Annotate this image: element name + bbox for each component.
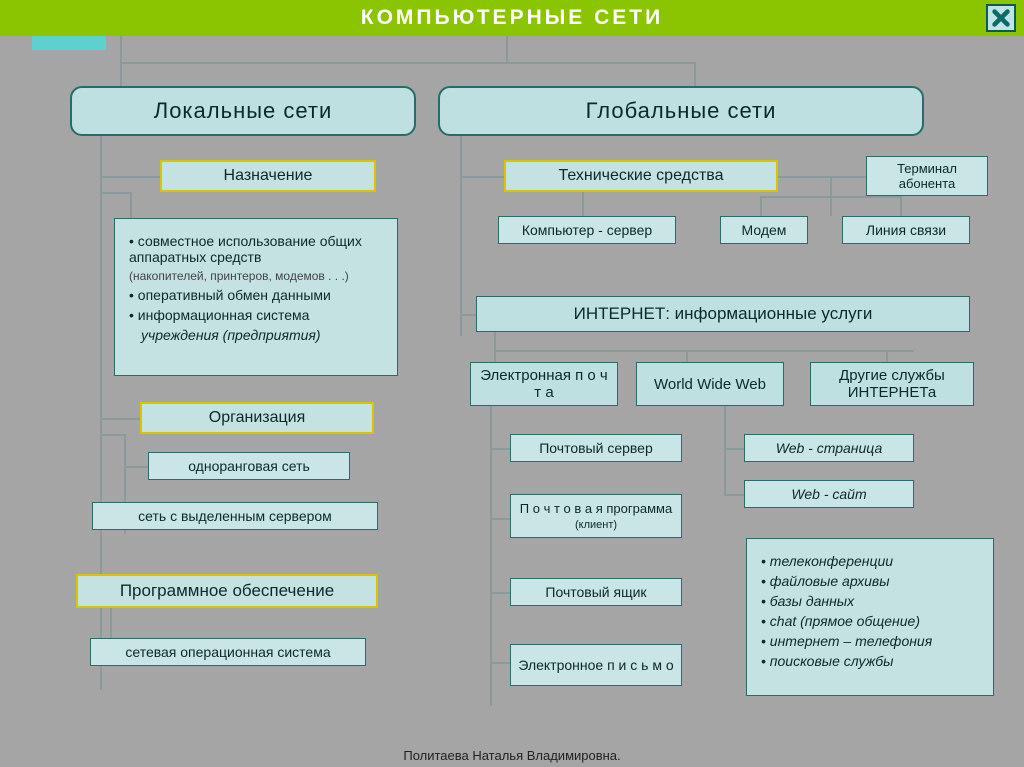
- connector: [100, 418, 140, 420]
- connector: [100, 176, 160, 178]
- tech-item: Линия связи: [842, 216, 970, 244]
- tech-box: Технические средства: [504, 160, 778, 192]
- connector: [494, 332, 496, 364]
- global-networks-box: Глобальные сети: [438, 86, 924, 136]
- www-item: Web - сайт: [744, 480, 914, 508]
- connector: [490, 662, 510, 664]
- connector: [900, 196, 902, 216]
- other-item: поисковые службы: [770, 653, 894, 669]
- header-bar: КОМПЬЮТЕРНЫЕ СЕТИ: [0, 0, 1024, 36]
- connector: [460, 314, 476, 316]
- connector: [120, 36, 122, 86]
- connector: [760, 196, 900, 198]
- other-item: базы данных: [770, 593, 854, 609]
- page-title: КОМПЬЮТЕРНЫЕ СЕТИ: [361, 6, 663, 30]
- purpose-item: оперативный обмен данными: [138, 287, 331, 303]
- connector: [460, 176, 504, 178]
- connector: [760, 196, 762, 216]
- www-box: World Wide Web: [636, 362, 784, 406]
- email-box: Электронная п о ч т а: [470, 362, 618, 406]
- purpose-item: информационная система: [138, 307, 310, 323]
- connector: [724, 494, 744, 496]
- purpose-item-sub: (накопителей, принтеров, модемов . . .): [129, 269, 383, 283]
- purpose-item-sub: учреждения (предприятия): [129, 327, 383, 343]
- email-item: Почтовый ящик: [510, 578, 682, 606]
- connector: [724, 448, 744, 450]
- organization-item: сеть с выделенным сервером: [92, 502, 378, 530]
- other-services-panel: • телеконференции • файловые архивы • ба…: [746, 538, 994, 696]
- accent-strip: [32, 36, 106, 50]
- close-icon: [990, 7, 1012, 29]
- email-item: Электронное п и с ь м о: [510, 644, 682, 686]
- purpose-item: совместное использование общих аппаратны…: [129, 233, 362, 265]
- connector: [490, 406, 492, 706]
- other-item: телеконференции: [770, 553, 893, 569]
- email-item: Почтовый сервер: [510, 434, 682, 462]
- connector: [582, 192, 584, 216]
- close-button[interactable]: [986, 4, 1016, 32]
- connector: [778, 176, 866, 178]
- connector: [100, 192, 130, 194]
- software-item: сетевая операционная система: [90, 638, 366, 666]
- organization-box: Организация: [140, 402, 374, 434]
- connector: [460, 136, 462, 336]
- organization-item: одноранговая сеть: [148, 452, 350, 480]
- other-services-box: Другие службы ИНТЕРНЕТа: [810, 362, 974, 406]
- software-box: Программное обеспечение: [76, 574, 378, 608]
- connector: [120, 62, 694, 64]
- tech-item: Модем: [720, 216, 808, 244]
- terminal-box: Терминал абонента: [866, 156, 988, 196]
- purpose-panel: • совместное использование общих аппарат…: [114, 218, 398, 376]
- connector: [110, 608, 112, 642]
- local-networks-box: Локальные сети: [70, 86, 416, 136]
- connector: [100, 434, 124, 436]
- connector: [694, 62, 696, 86]
- connector: [724, 406, 726, 496]
- other-item: интернет – телефония: [770, 633, 932, 649]
- connector: [124, 466, 148, 468]
- internet-box: ИНТЕРНЕТ: информационные услуги: [476, 296, 970, 332]
- connector: [490, 448, 510, 450]
- connector: [506, 36, 508, 62]
- email-item: П о ч т о в а я программа (клиент): [510, 494, 682, 538]
- www-item: Web - страница: [744, 434, 914, 462]
- other-item: файловые архивы: [770, 573, 890, 589]
- tech-item: Компьютер - сервер: [498, 216, 676, 244]
- connector: [490, 592, 510, 594]
- purpose-box: Назначение: [160, 160, 376, 192]
- footer-author: Политаева Наталья Владимировна.: [0, 748, 1024, 763]
- other-item: chat (прямое общение): [770, 613, 920, 629]
- connector: [490, 518, 510, 520]
- connector: [494, 350, 914, 352]
